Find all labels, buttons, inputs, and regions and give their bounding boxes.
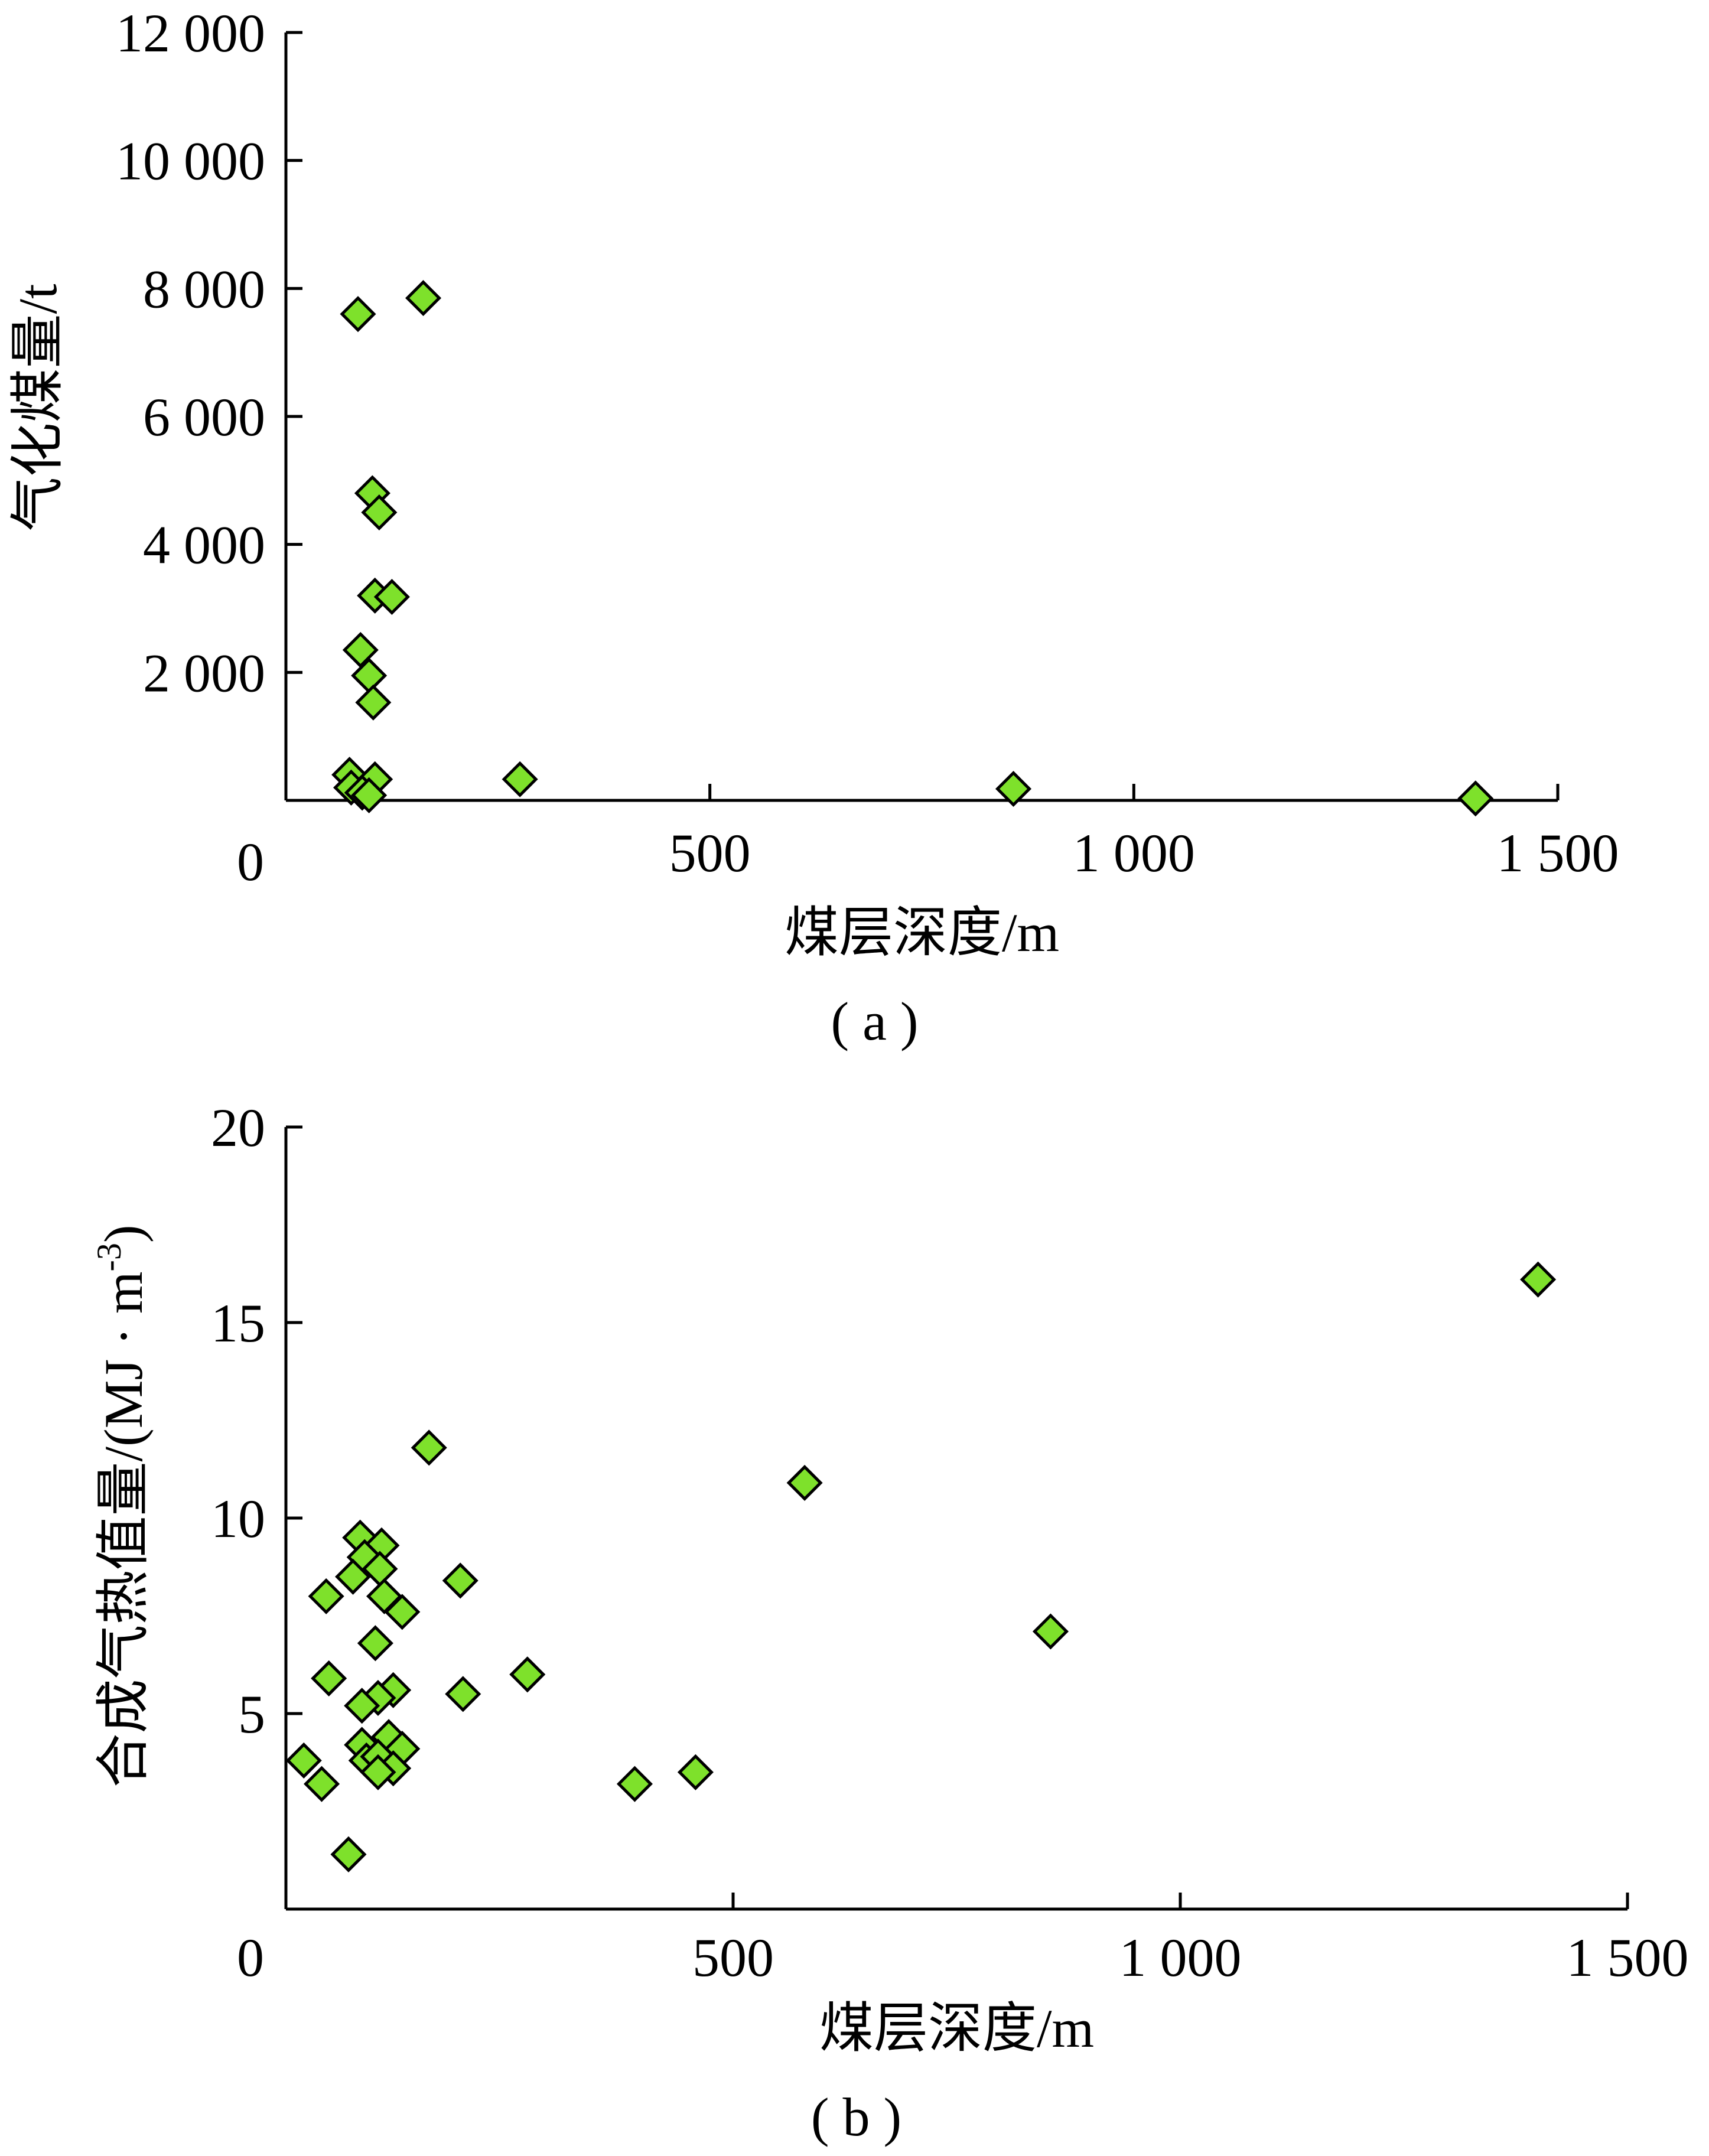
data-point bbox=[308, 1578, 344, 1614]
chart-panel-a: 0 500 1 000 1 500 2 000 4 000 6 000 8 000 10 000… bbox=[8, 3, 1619, 1051]
y-tick-label: 8 000 bbox=[143, 259, 265, 319]
data-point bbox=[1520, 1261, 1557, 1298]
y-tick-label: 6 000 bbox=[143, 387, 265, 447]
data-point bbox=[677, 1754, 714, 1790]
data-point bbox=[445, 1676, 481, 1712]
data-point bbox=[304, 1766, 340, 1802]
data-point bbox=[373, 578, 410, 615]
y-tick-label: 15 bbox=[211, 1293, 265, 1353]
x-tick-label: 1 000 bbox=[1073, 823, 1195, 883]
y-axis-title: 气化煤量/t bbox=[8, 284, 68, 532]
data-point bbox=[340, 296, 376, 333]
x-tick-label: 1 500 bbox=[1567, 1927, 1689, 1988]
data-point bbox=[995, 770, 1032, 807]
y-tick-label: 10 bbox=[211, 1489, 265, 1549]
data-point bbox=[335, 1558, 372, 1595]
y-tick-label: 12 000 bbox=[116, 3, 265, 63]
y-tick-label: 10 000 bbox=[116, 131, 265, 191]
data-point bbox=[285, 1742, 322, 1779]
data-point bbox=[405, 280, 442, 317]
data-point bbox=[311, 1660, 347, 1696]
x-tick-label: 0 bbox=[237, 832, 264, 892]
data-point bbox=[1457, 780, 1494, 817]
y-tick-label: 4 000 bbox=[143, 515, 265, 575]
data-point bbox=[411, 1429, 447, 1466]
data-point bbox=[509, 1656, 546, 1693]
x-tick-label: 1 000 bbox=[1119, 1927, 1242, 1988]
data-point bbox=[616, 1766, 653, 1802]
data-point bbox=[442, 1562, 478, 1599]
y-tick-label: 5 bbox=[238, 1684, 265, 1744]
y-tick-label: 20 bbox=[211, 1097, 265, 1158]
panel-label: ( b ) bbox=[811, 2087, 901, 2147]
x-tick-label: 0 bbox=[237, 1927, 264, 1988]
data-point bbox=[502, 761, 538, 797]
x-axis-title: 煤层深度/m bbox=[784, 903, 1059, 963]
chart-panel-b: 0 500 1 000 1 500 5 10 15 20 煤层深度/m 合成气热值量/(MJ · … bbox=[90, 1097, 1689, 2147]
data-point bbox=[344, 1688, 380, 1724]
data-point bbox=[361, 494, 398, 531]
data-point bbox=[351, 777, 388, 813]
y-axis-title: 合成气热值量/(MJ · m-3) bbox=[90, 1225, 154, 1788]
data-point bbox=[360, 1754, 396, 1790]
data-point bbox=[330, 1836, 367, 1872]
x-axis-title: 煤层深度/m bbox=[819, 1998, 1094, 2059]
data-point bbox=[384, 1594, 421, 1630]
y-tick-label: 2 000 bbox=[143, 643, 265, 703]
data-point bbox=[355, 684, 392, 721]
data-point bbox=[342, 631, 379, 668]
x-tick-label: 1 500 bbox=[1497, 823, 1619, 883]
data-point bbox=[1032, 1613, 1069, 1650]
panel-label: ( a ) bbox=[831, 991, 918, 1051]
data-point bbox=[357, 1625, 393, 1662]
x-tick-label: 500 bbox=[692, 1927, 774, 1988]
data-point bbox=[786, 1464, 823, 1501]
x-tick-label: 500 bbox=[669, 823, 751, 883]
